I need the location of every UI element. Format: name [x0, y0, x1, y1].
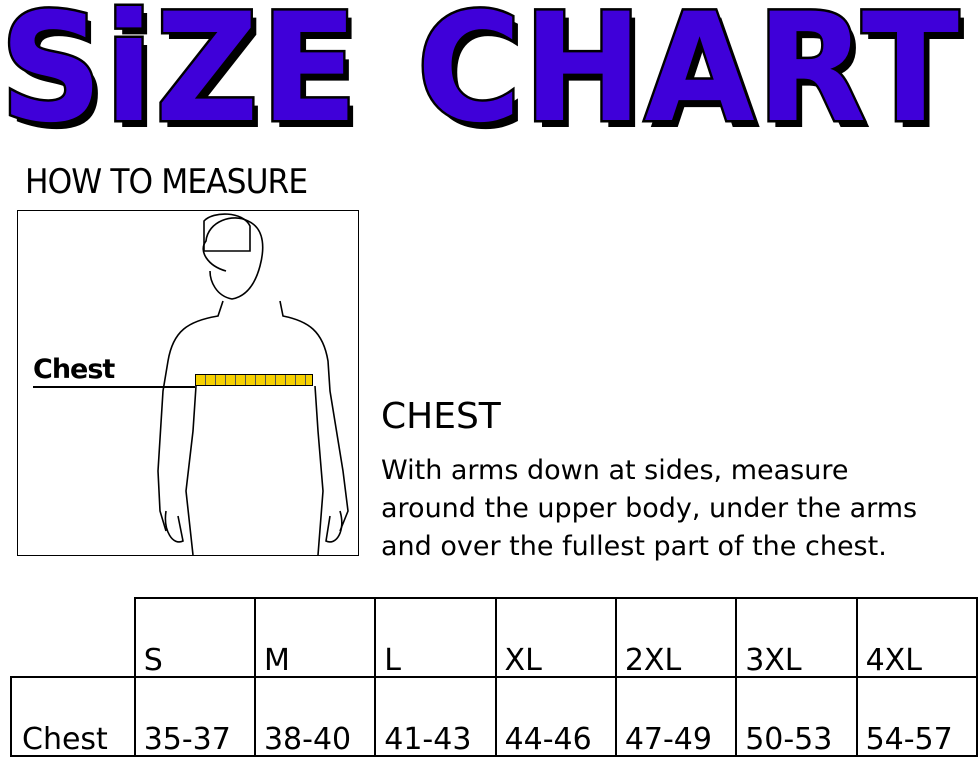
size-header-cell: 2XL: [614, 597, 738, 678]
chest-instructions: With arms down at sides, measure around …: [381, 452, 978, 566]
size-header-cell: 3XL: [735, 597, 858, 678]
measuring-tape: [195, 374, 313, 386]
value-cell: 50-53: [735, 676, 858, 757]
body-outline-icon: [157, 213, 349, 556]
size-header-cell: S: [133, 597, 256, 678]
value-cell: 38-40: [253, 676, 377, 757]
instruction-line: With arms down at sides, measure: [381, 455, 849, 486]
value-cell: 41-43: [374, 676, 497, 757]
size-header-cell: L: [374, 597, 497, 678]
size-header-cell: XL: [494, 597, 617, 678]
empty-corner-cell: [11, 598, 136, 678]
row-label: Chest: [10, 676, 136, 757]
value-cell: 47-49: [614, 676, 738, 757]
how-to-measure-heading: HOW TO MEASURE: [25, 162, 308, 202]
chest-figure-label: Chest: [33, 354, 115, 385]
value-cell: 54-57: [855, 676, 978, 757]
chest-pointer-line: [33, 386, 195, 388]
value-cell: 35-37: [133, 676, 256, 757]
size-header-cell: M: [253, 597, 377, 678]
title-word-chart: CHART: [414, 0, 961, 159]
measure-figure: [17, 210, 359, 556]
value-cell: 44-46: [494, 676, 617, 757]
size-header-row: S M L XL 2XL 3XL 4XL: [11, 597, 978, 678]
instruction-line: and over the fullest part of the chest.: [381, 531, 887, 562]
size-chart-title: SiZE CHART: [0, 0, 961, 159]
chest-row: Chest 35-37 38-40 41-43 44-46 47-49 50-5…: [10, 676, 978, 757]
chest-heading: CHEST: [381, 396, 501, 437]
size-header-cell: 4XL: [855, 597, 978, 678]
size-table: S M L XL 2XL 3XL 4XL Chest 35-37 38-40 4…: [10, 597, 978, 757]
title-word-size: SiZE: [0, 0, 360, 159]
instruction-line: around the upper body, under the arms: [381, 493, 918, 524]
